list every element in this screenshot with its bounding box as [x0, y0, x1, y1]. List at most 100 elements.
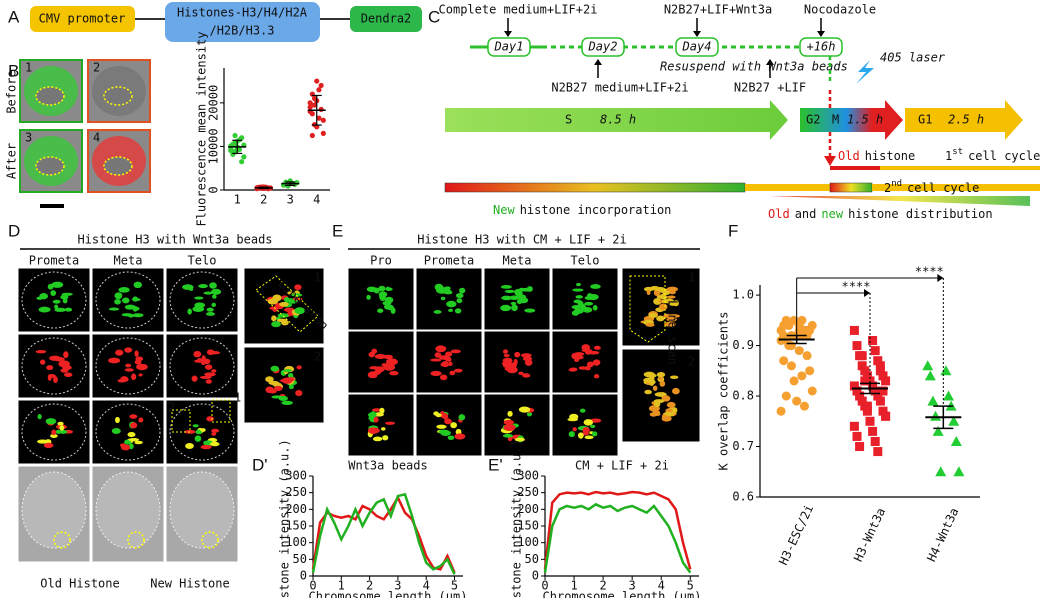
label: Meta — [114, 254, 143, 268]
micrograph — [347, 393, 415, 457]
chromosome — [272, 382, 282, 387]
chromosome — [649, 412, 658, 417]
chromosome — [385, 287, 393, 291]
chromosome — [586, 361, 594, 368]
data-point — [320, 117, 326, 123]
data-point — [849, 325, 859, 335]
chromosome — [374, 354, 387, 359]
s-phase-arrow — [445, 100, 788, 140]
chromosome — [127, 432, 136, 438]
x-tick-label: H4-Wnt3a — [924, 506, 961, 564]
chromosome — [644, 389, 652, 395]
label-part: histone — [865, 149, 916, 163]
chromosome — [513, 358, 518, 366]
chromosome — [648, 373, 657, 378]
arrowhead — [817, 31, 825, 37]
chromosome — [381, 427, 386, 431]
chromosome — [39, 359, 46, 365]
x-tick-label: 3 — [629, 579, 636, 593]
micrograph — [17, 333, 91, 399]
line-scan — [255, 275, 319, 333]
chromosome — [203, 291, 213, 295]
chromosome — [191, 375, 198, 382]
chromosome — [279, 301, 289, 307]
y-tick-label: 50 — [293, 552, 307, 566]
data-point — [857, 361, 867, 371]
x-tick-label: 1 — [570, 579, 577, 593]
chromosome — [182, 284, 194, 290]
chromosome — [114, 298, 121, 305]
chromosome — [121, 313, 133, 317]
chromosome — [60, 363, 69, 368]
data-point — [873, 356, 883, 366]
chromosome — [589, 424, 596, 428]
chromosome — [212, 294, 217, 299]
chromosome — [524, 308, 536, 313]
cycle-bar — [872, 184, 1040, 191]
cell-outline — [95, 471, 161, 549]
label: Pro — [370, 254, 392, 268]
data-point — [232, 140, 238, 146]
x-tick-label: 0 — [309, 579, 316, 593]
chromosome — [124, 368, 134, 372]
chromosome — [368, 351, 375, 358]
chromosome — [200, 428, 206, 432]
chromosome — [114, 292, 123, 300]
data-point — [792, 396, 802, 406]
chromosome — [568, 431, 575, 438]
chromosome — [111, 428, 121, 434]
data-point — [311, 95, 318, 102]
chromosome — [138, 373, 143, 377]
chromosome — [283, 307, 295, 312]
data-point — [799, 401, 809, 411]
data-point — [802, 351, 812, 361]
label: Prometa — [424, 254, 475, 268]
data-point — [776, 406, 786, 416]
x-tick-label: 2 — [366, 579, 373, 593]
data-point — [948, 415, 960, 426]
chromosome — [583, 419, 594, 426]
chromosome — [271, 315, 277, 322]
chromosome — [366, 286, 377, 293]
day-box — [675, 37, 719, 57]
chromosome — [47, 374, 56, 378]
chromosome — [438, 289, 443, 294]
chromosome — [211, 369, 217, 373]
chromosome — [582, 307, 593, 313]
label: Histone H3 with CM + LIF + 2i — [417, 233, 627, 247]
label-part: st — [952, 147, 963, 157]
chromosome — [59, 425, 65, 431]
micrograph — [415, 267, 483, 331]
label: N2B27+LIF+Wnt3a — [664, 3, 772, 17]
chromosome — [435, 345, 447, 353]
micrograph — [91, 399, 165, 465]
chromosome — [667, 295, 676, 299]
label: After — [5, 143, 19, 179]
chromosome — [374, 366, 385, 373]
chromosome — [119, 443, 126, 448]
chromosome — [514, 288, 522, 296]
chromosome — [270, 365, 280, 372]
y-tick-label: 10000 — [207, 128, 221, 164]
chromosome — [210, 441, 220, 447]
chromosome — [516, 298, 523, 305]
label: 2.5 h — [948, 113, 984, 127]
panel-label: B — [8, 61, 19, 80]
day-box — [581, 37, 625, 57]
chromosome — [206, 307, 214, 312]
chromosome — [132, 313, 144, 318]
chromosome — [434, 284, 444, 291]
label: Complete medium+LIF+2i — [439, 3, 598, 17]
chromosome — [575, 295, 583, 299]
chromosome — [450, 422, 458, 429]
chromosome — [449, 370, 456, 376]
x-tick-label: 1 — [338, 579, 345, 593]
chromosome — [37, 414, 42, 420]
dendra-box — [350, 6, 422, 32]
data-point — [320, 130, 326, 136]
chromosome — [39, 293, 49, 300]
chromosome — [202, 358, 211, 365]
label: Day1 — [494, 40, 524, 54]
chromosome — [206, 312, 215, 316]
chromosome — [652, 385, 658, 391]
